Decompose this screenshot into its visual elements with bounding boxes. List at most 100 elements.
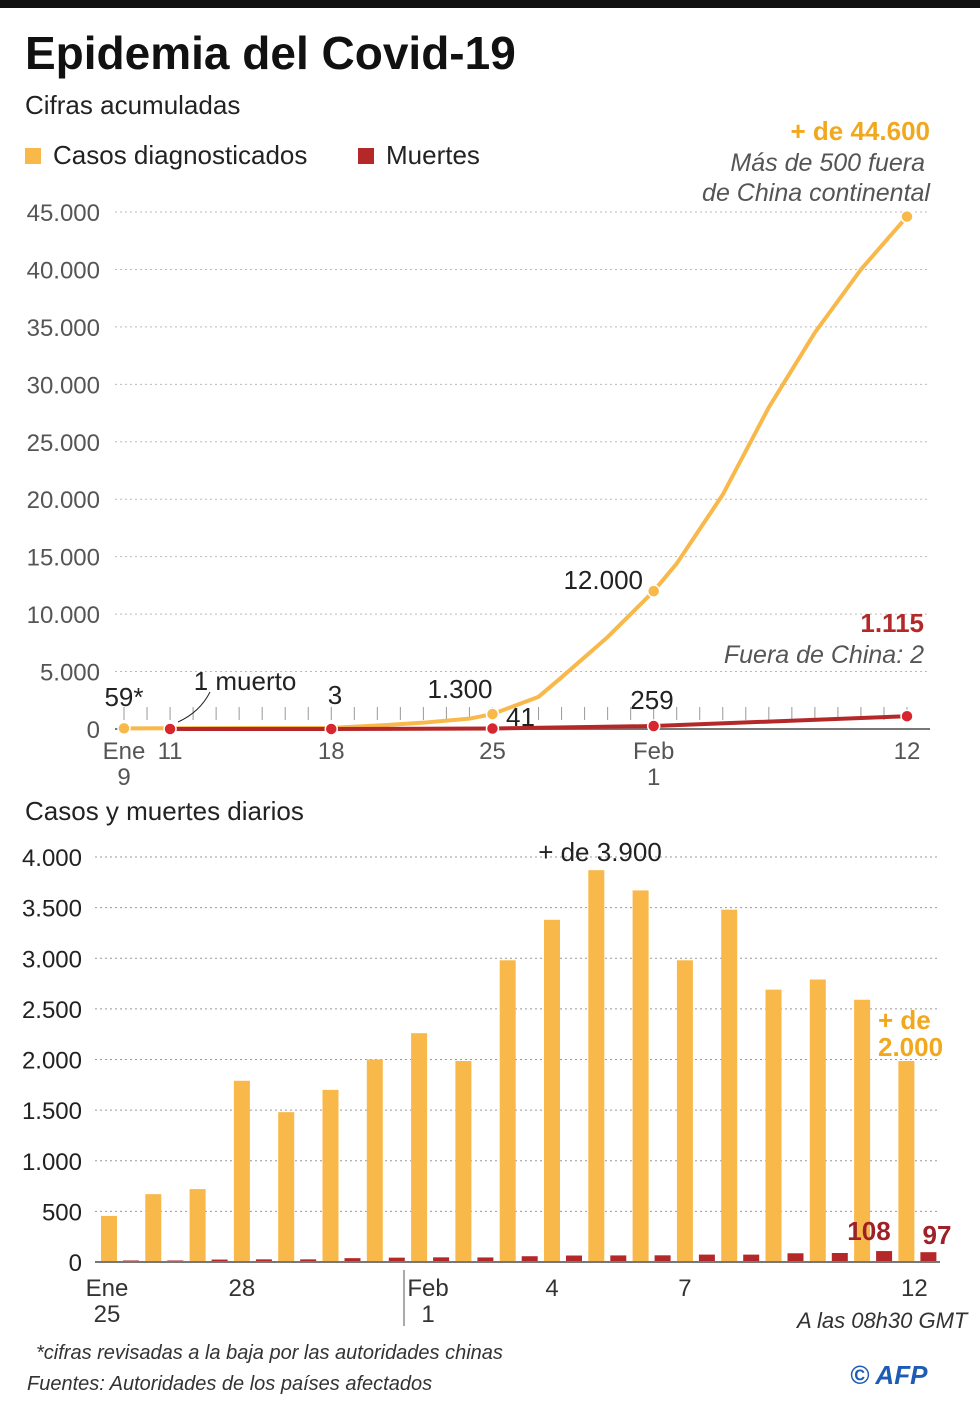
y-tick-label: 0 bbox=[87, 717, 100, 744]
x-tick-label: Ene bbox=[86, 1275, 129, 1302]
label-cases-note2: de China continental bbox=[702, 179, 931, 207]
cases-bar bbox=[588, 870, 605, 1262]
label-3: 3 bbox=[328, 680, 342, 710]
deaths-bar bbox=[831, 1252, 848, 1262]
legend-deaths-label: Muertes bbox=[386, 140, 480, 170]
y-tick-label: 30.000 bbox=[27, 372, 100, 399]
x-tick-label: 25 bbox=[479, 738, 506, 765]
y-tick-label: 10.000 bbox=[27, 602, 100, 629]
x-tick-label: 7 bbox=[678, 1275, 691, 1302]
x-tick-label: 4 bbox=[545, 1275, 558, 1302]
x-tick-label: 1 bbox=[647, 764, 660, 791]
cases-bar bbox=[366, 1059, 383, 1262]
deaths-bar bbox=[388, 1257, 405, 1262]
label-deaths-total: 1.115 bbox=[860, 608, 924, 638]
cases-bar bbox=[278, 1112, 295, 1262]
deaths-point bbox=[646, 719, 661, 733]
deaths-bar bbox=[876, 1251, 893, 1262]
y-tick-label: 500 bbox=[42, 1199, 82, 1226]
y-tick-label: 20.000 bbox=[27, 487, 100, 514]
subtitle-daily: Casos y muertes diarios bbox=[25, 796, 304, 826]
cases-bar bbox=[632, 890, 649, 1262]
label-last2: 2.000 bbox=[878, 1032, 943, 1062]
y-tick-label: 40.000 bbox=[27, 257, 100, 284]
deaths-point bbox=[324, 722, 339, 736]
label-97: 97 bbox=[923, 1220, 952, 1250]
cases-bar bbox=[898, 1061, 915, 1262]
cases-bar bbox=[765, 989, 782, 1262]
y-tick-label: 25.000 bbox=[27, 430, 100, 457]
deaths-bar bbox=[255, 1259, 272, 1262]
y-tick-label: 2.500 bbox=[22, 997, 82, 1024]
deaths-bar bbox=[920, 1252, 937, 1262]
cases-bar bbox=[544, 919, 560, 1262]
label-last1: + de bbox=[878, 1005, 931, 1035]
cases-bar bbox=[233, 1080, 250, 1262]
deaths-bar bbox=[344, 1258, 361, 1262]
deaths-bar bbox=[211, 1259, 228, 1262]
x-tick-label: 28 bbox=[229, 1275, 256, 1302]
x-tick-label: 9 bbox=[117, 764, 130, 791]
x-tick-label: Feb bbox=[633, 738, 674, 765]
deaths-bar bbox=[566, 1255, 582, 1262]
x-tick-label: 1 bbox=[421, 1301, 434, 1328]
cases-bar bbox=[499, 960, 516, 1262]
cases-bar bbox=[411, 1033, 428, 1262]
deaths-bar bbox=[743, 1254, 760, 1262]
label-cases-total: + de 44.600 bbox=[791, 116, 931, 146]
label-41: 41 bbox=[506, 702, 535, 732]
x-tick-label: 12 bbox=[894, 738, 921, 765]
x-tick-label: 11 bbox=[158, 738, 183, 765]
deaths-bar bbox=[300, 1259, 317, 1262]
x-tick-label: 25 bbox=[94, 1301, 121, 1328]
deaths-point bbox=[485, 721, 500, 736]
deaths-bar bbox=[787, 1253, 804, 1262]
timestamp: A las 08h30 GMT bbox=[797, 1308, 968, 1333]
deaths-point bbox=[900, 709, 914, 723]
y-tick-label: 3.500 bbox=[22, 896, 82, 923]
y-tick-label: 35.000 bbox=[27, 315, 100, 342]
y-tick-label: 1.500 bbox=[22, 1098, 82, 1125]
cases-bar bbox=[854, 999, 871, 1262]
deaths-bar bbox=[698, 1254, 715, 1262]
y-tick-label: 15.000 bbox=[27, 545, 100, 572]
label-12000: 12.000 bbox=[563, 565, 643, 595]
deaths-bar bbox=[610, 1255, 627, 1262]
cases-point bbox=[117, 721, 131, 736]
cases-line bbox=[123, 215, 909, 731]
y-tick-label: 4.000 bbox=[22, 845, 82, 872]
deaths-bar bbox=[433, 1257, 450, 1262]
cases-bar bbox=[101, 1215, 117, 1262]
top-bar bbox=[0, 0, 980, 8]
y-tick-label: 5.000 bbox=[40, 660, 100, 687]
label-peak: + de 3.900 bbox=[538, 837, 662, 867]
y-tick-label: 0 bbox=[69, 1250, 82, 1277]
label-1300: 1.300 bbox=[427, 674, 492, 704]
cases-bar bbox=[455, 1061, 472, 1262]
label-59: 59* bbox=[104, 682, 143, 712]
deaths-bar bbox=[477, 1257, 494, 1262]
y-tick-label: 3.000 bbox=[22, 946, 82, 973]
leader-line bbox=[177, 691, 211, 723]
cases-bar bbox=[809, 979, 826, 1262]
label-deaths-note: Fuera de China: 2 bbox=[724, 641, 924, 669]
x-tick-label: 18 bbox=[318, 738, 345, 765]
cases-bar bbox=[145, 1194, 162, 1262]
cases-point bbox=[646, 584, 661, 598]
cases-bar bbox=[721, 909, 738, 1262]
label-108: 108 bbox=[847, 1216, 890, 1246]
legend-deaths: Muertes bbox=[358, 140, 480, 171]
source: Fuentes: Autoridades de los países afect… bbox=[27, 1373, 433, 1395]
legend-cases-label: Casos diagnosticados bbox=[53, 140, 308, 170]
deaths-point bbox=[163, 722, 177, 736]
x-tick-label: Feb bbox=[407, 1275, 448, 1302]
footnote: *cifras revisadas a la baja por las auto… bbox=[36, 1342, 503, 1364]
deaths-swatch-icon bbox=[358, 147, 374, 164]
cases-bar bbox=[322, 1089, 339, 1262]
cases-point bbox=[900, 209, 914, 224]
y-tick-label: 1.000 bbox=[22, 1149, 82, 1176]
x-tick-label: Ene bbox=[103, 738, 146, 765]
page-title: Epidemia del Covid-19 bbox=[25, 27, 516, 79]
y-tick-label: 45.000 bbox=[27, 200, 100, 227]
deaths-bar bbox=[521, 1256, 538, 1262]
